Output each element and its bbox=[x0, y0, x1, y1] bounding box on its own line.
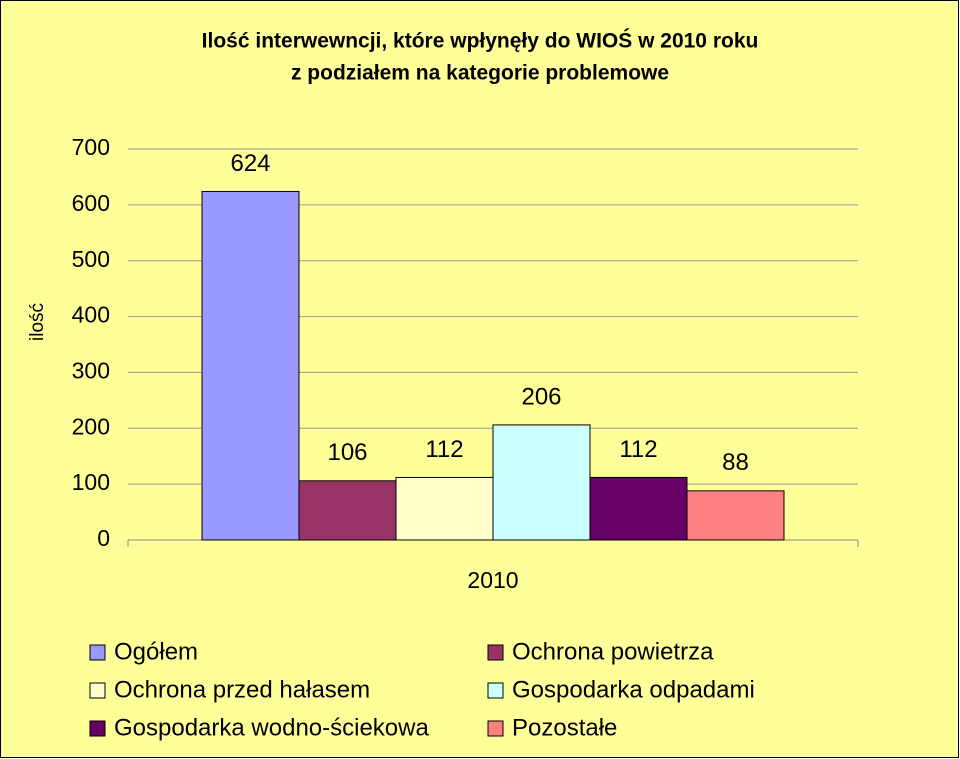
y-axis-label: ilość bbox=[27, 303, 48, 341]
legend-label: Ochrona powietrza bbox=[512, 638, 714, 665]
bar bbox=[686, 490, 785, 541]
y-tick-label: 300 bbox=[72, 358, 110, 384]
legend-label: Ochrona przed hałasem bbox=[114, 676, 370, 703]
legend-swatch bbox=[487, 644, 504, 661]
data-label: 112 bbox=[619, 436, 657, 463]
data-label: 88 bbox=[722, 449, 749, 476]
legend-swatch bbox=[89, 682, 106, 699]
y-tick-label: 500 bbox=[72, 246, 110, 272]
y-tick-label: 0 bbox=[97, 525, 110, 551]
legend-label: Gospodarka wodno-ściekowa bbox=[114, 714, 429, 741]
bar bbox=[201, 190, 300, 541]
data-label: 206 bbox=[521, 383, 561, 410]
legend-label: Pozostałe bbox=[512, 714, 617, 741]
bar bbox=[589, 476, 688, 541]
bar bbox=[395, 476, 494, 541]
data-label: 624 bbox=[230, 150, 270, 177]
bar bbox=[492, 424, 591, 541]
y-tick-label: 600 bbox=[72, 190, 110, 216]
chart-title: z podziałem na kategorie problemowe bbox=[291, 62, 669, 85]
data-label: 112 bbox=[425, 436, 463, 463]
chart-title: Ilość interwewncji, które wpłynęły do WI… bbox=[202, 29, 759, 53]
y-tick-label: 700 bbox=[72, 134, 110, 160]
y-tick-label: 400 bbox=[72, 302, 110, 328]
legend-label: Ogółem bbox=[114, 638, 198, 665]
legend-swatch bbox=[89, 644, 106, 661]
legend-swatch bbox=[487, 682, 504, 699]
x-tick-label: 2010 bbox=[467, 567, 518, 593]
y-tick-label: 100 bbox=[72, 469, 110, 495]
legend-label: Gospodarka odpadami bbox=[512, 676, 755, 703]
bar bbox=[298, 480, 397, 541]
legend-swatch bbox=[487, 720, 504, 737]
legend-swatch bbox=[89, 720, 106, 737]
data-label: 106 bbox=[327, 439, 367, 466]
y-tick-label: 200 bbox=[72, 413, 110, 439]
